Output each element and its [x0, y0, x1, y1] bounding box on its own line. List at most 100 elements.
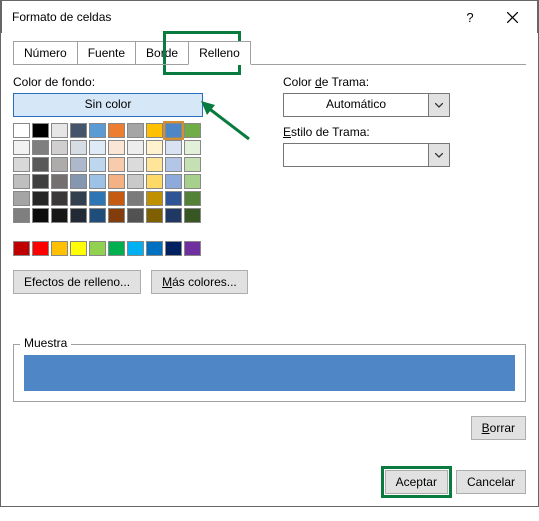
- pattern-style-value: [284, 144, 428, 166]
- pattern-color-label: Color de Trama:: [283, 75, 526, 89]
- clear-button[interactable]: Borrar: [471, 416, 526, 440]
- standard-swatch[interactable]: [165, 241, 182, 256]
- theme-swatch[interactable]: [70, 157, 87, 172]
- theme-swatch[interactable]: [51, 174, 68, 189]
- theme-swatch[interactable]: [184, 157, 201, 172]
- standard-swatch[interactable]: [146, 241, 163, 256]
- theme-swatch[interactable]: [70, 174, 87, 189]
- sample-group: Muestra: [13, 344, 526, 402]
- standard-swatch[interactable]: [13, 241, 30, 256]
- theme-swatch[interactable]: [32, 208, 49, 223]
- theme-swatch[interactable]: [127, 123, 144, 138]
- theme-swatch[interactable]: [89, 140, 106, 155]
- theme-swatch[interactable]: [70, 208, 87, 223]
- pattern-color-value: Automático: [284, 94, 428, 116]
- cancel-button[interactable]: Cancelar: [456, 470, 526, 494]
- theme-swatch[interactable]: [146, 123, 163, 138]
- theme-swatch[interactable]: [89, 174, 106, 189]
- theme-swatch[interactable]: [32, 191, 49, 206]
- theme-swatch[interactable]: [108, 191, 125, 206]
- theme-swatch[interactable]: [165, 123, 182, 138]
- theme-swatch[interactable]: [51, 208, 68, 223]
- theme-swatch[interactable]: [32, 174, 49, 189]
- theme-color-grid: [13, 123, 253, 223]
- theme-swatch[interactable]: [108, 123, 125, 138]
- theme-swatch[interactable]: [184, 174, 201, 189]
- theme-swatch[interactable]: [127, 191, 144, 206]
- left-panel: Color de fondo: Sin color Efectos de rel…: [13, 71, 253, 294]
- theme-swatch[interactable]: [146, 191, 163, 206]
- no-color-button[interactable]: Sin color: [13, 93, 203, 117]
- theme-swatch[interactable]: [165, 157, 182, 172]
- titlebar: Formato de celdas ?: [1, 0, 538, 33]
- theme-swatch[interactable]: [165, 208, 182, 223]
- theme-swatch[interactable]: [51, 123, 68, 138]
- theme-swatch[interactable]: [32, 157, 49, 172]
- theme-swatch[interactable]: [108, 174, 125, 189]
- theme-swatch[interactable]: [51, 140, 68, 155]
- theme-swatch[interactable]: [70, 191, 87, 206]
- standard-swatch[interactable]: [70, 241, 87, 256]
- pattern-style-label: Estilo de Trama:: [283, 125, 526, 139]
- help-button[interactable]: ?: [449, 3, 491, 31]
- theme-swatch[interactable]: [51, 157, 68, 172]
- chevron-down-icon: [428, 94, 449, 116]
- theme-swatch[interactable]: [89, 157, 106, 172]
- theme-swatch[interactable]: [146, 140, 163, 155]
- theme-swatch[interactable]: [32, 123, 49, 138]
- theme-swatch[interactable]: [184, 208, 201, 223]
- tabs-underline: [13, 64, 526, 65]
- theme-swatch[interactable]: [146, 208, 163, 223]
- theme-swatch[interactable]: [89, 123, 106, 138]
- sample-label: Muestra: [20, 336, 71, 350]
- standard-swatch[interactable]: [127, 241, 144, 256]
- theme-swatch[interactable]: [165, 140, 182, 155]
- theme-swatch[interactable]: [184, 123, 201, 138]
- close-button[interactable]: [491, 3, 533, 31]
- theme-swatch[interactable]: [108, 140, 125, 155]
- theme-swatch[interactable]: [165, 174, 182, 189]
- standard-swatch[interactable]: [32, 241, 49, 256]
- close-icon: [507, 12, 518, 23]
- dialog-body: NúmeroFuenteBordeRelleno Color de fondo:…: [1, 33, 538, 452]
- theme-swatch[interactable]: [108, 157, 125, 172]
- theme-swatch[interactable]: [127, 174, 144, 189]
- theme-swatch[interactable]: [32, 140, 49, 155]
- theme-swatch[interactable]: [184, 191, 201, 206]
- tab-número[interactable]: Número: [13, 41, 78, 65]
- theme-swatch[interactable]: [146, 157, 163, 172]
- pattern-color-select[interactable]: Automático: [283, 93, 450, 117]
- standard-swatch[interactable]: [184, 241, 201, 256]
- fill-effects-button[interactable]: Efectos de relleno...: [13, 270, 141, 294]
- standard-swatch[interactable]: [89, 241, 106, 256]
- tab-borde[interactable]: Borde: [135, 41, 189, 65]
- theme-swatch[interactable]: [146, 174, 163, 189]
- theme-swatch[interactable]: [13, 191, 30, 206]
- theme-swatch[interactable]: [108, 208, 125, 223]
- theme-swatch[interactable]: [13, 208, 30, 223]
- theme-swatch[interactable]: [184, 140, 201, 155]
- theme-swatch[interactable]: [127, 208, 144, 223]
- theme-swatch[interactable]: [70, 140, 87, 155]
- theme-swatch[interactable]: [13, 174, 30, 189]
- tab-fuente[interactable]: Fuente: [77, 41, 136, 65]
- theme-swatch[interactable]: [127, 157, 144, 172]
- theme-swatch[interactable]: [89, 191, 106, 206]
- tab-relleno[interactable]: Relleno: [188, 41, 251, 65]
- theme-swatch[interactable]: [13, 140, 30, 155]
- theme-swatch[interactable]: [127, 140, 144, 155]
- pattern-style-select[interactable]: [283, 143, 450, 167]
- theme-swatch[interactable]: [165, 191, 182, 206]
- standard-color-row: [13, 241, 253, 256]
- theme-swatch[interactable]: [70, 123, 87, 138]
- standard-swatch[interactable]: [108, 241, 125, 256]
- more-colors-button[interactable]: Más colores...: [151, 270, 248, 294]
- theme-swatch[interactable]: [51, 191, 68, 206]
- theme-swatch[interactable]: [89, 208, 106, 223]
- clear-row: Borrar: [13, 416, 526, 440]
- tab-content: Color de fondo: Sin color Efectos de rel…: [13, 71, 526, 294]
- standard-swatch[interactable]: [51, 241, 68, 256]
- theme-swatch[interactable]: [13, 123, 30, 138]
- accept-button[interactable]: Aceptar: [385, 470, 448, 494]
- theme-swatch[interactable]: [13, 157, 30, 172]
